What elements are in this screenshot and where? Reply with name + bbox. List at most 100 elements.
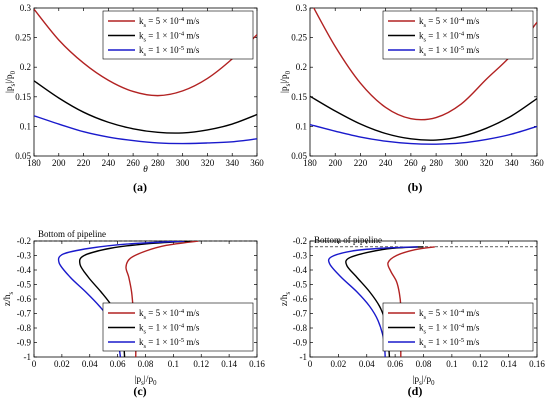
x-tick-label: 260 xyxy=(404,158,418,168)
x-tick-label: 0.14 xyxy=(221,359,237,369)
series-line-3 xyxy=(327,246,418,357)
x-tick-label: 180 xyxy=(27,158,41,168)
x-axis-label: θ xyxy=(421,165,426,175)
y-tick-label: -0.7 xyxy=(17,309,32,319)
plot-frame xyxy=(33,7,258,157)
x-tick-label: 320 xyxy=(201,158,215,168)
x-tick-label: 360 xyxy=(250,158,264,168)
x-tick-label: 0.16 xyxy=(529,359,545,369)
x-tick-label: 280 xyxy=(429,158,443,168)
x-tick-label: 300 xyxy=(176,158,190,168)
panel-a: 180 200 220 240 260 280 300 320 340 360 0.05 0.1 0.1… xyxy=(5,3,264,194)
x-tick-label: 0.06 xyxy=(110,359,126,369)
y-tick-label: -0.5 xyxy=(293,280,308,290)
y-tick-label: -0.5 xyxy=(17,280,32,290)
x-tick-label: 340 xyxy=(505,158,519,168)
legend-entry-1: ks = 5 × 10-4 m/s xyxy=(139,16,200,29)
y-tick-label: 0.1 xyxy=(20,121,31,131)
legend-entry-2: ks = 1 × 10-4 m/s xyxy=(419,323,480,336)
x-tick-label: 220 xyxy=(354,158,368,168)
series-line-3 xyxy=(34,115,257,145)
x-tick-label: 180 xyxy=(303,158,317,168)
panel-label: (c) xyxy=(133,384,146,398)
x-tick-label: 0 xyxy=(308,359,313,369)
y-tick-label: -1 xyxy=(24,352,32,362)
x-tick-label: 340 xyxy=(225,158,239,168)
x-tick-label: 220 xyxy=(77,158,91,168)
y-tick-label: -0.4 xyxy=(17,265,32,275)
series-line-1 xyxy=(313,8,537,121)
legend-box xyxy=(102,302,254,352)
y-tick-label: -0.3 xyxy=(293,251,308,261)
x-axis-label: |ps|/p0 xyxy=(412,375,435,387)
y-tick-label: -0.9 xyxy=(17,338,32,348)
legend: ks = 5 × 10-4 m/s ks = 1 × 10-4 m/sks = 1… xyxy=(382,302,534,352)
x-tick-label: 240 xyxy=(102,158,116,168)
legend: ks = 5 × 10-4 m/s ks = 1 × 10-4 m/sks = 1… xyxy=(102,302,254,352)
panel-label: (b) xyxy=(408,180,423,194)
x-tick-label: 200 xyxy=(52,158,66,168)
x-tick-label: 0.16 xyxy=(249,359,265,369)
x-tick-label: 0.12 xyxy=(193,359,209,369)
y-tick-label: 0.3 xyxy=(296,3,308,13)
panel-d: 0 0.02 0.04 0.06 0.08 0.1 0.12 0.14 0.16 -1 -0.9 -0… xyxy=(280,235,545,398)
y-axis-label: z/hs xyxy=(3,292,15,307)
legend-entry-1: ks = 5 × 10-4 m/s xyxy=(419,16,480,29)
x-tick-label: 0.06 xyxy=(387,359,403,369)
x-tick-label: 360 xyxy=(530,158,544,168)
y-tick-label: -0.2 xyxy=(17,236,31,246)
y-tick-label: 0.05 xyxy=(291,151,307,161)
x-tick-label: 0.1 xyxy=(168,359,179,369)
y-tick-label: -1 xyxy=(300,352,308,362)
x-tick-label: 0.02 xyxy=(54,359,70,369)
x-tick-label: 240 xyxy=(379,158,393,168)
legend-entry-2: ks = 1 × 10-4 m/s xyxy=(139,31,200,44)
y-tick-label: -0.8 xyxy=(17,323,32,333)
y-tick-label: -0.3 xyxy=(17,251,32,261)
panel-label: (a) xyxy=(133,180,147,194)
y-tick-label: 0.05 xyxy=(15,151,31,161)
y-tick-label: -0.6 xyxy=(293,294,308,304)
legend: ks = 5 × 10-4 m/s ks = 1 × 10-4 m/sks = 1… xyxy=(382,10,534,60)
x-tick-label: 280 xyxy=(151,158,165,168)
y-tick-label: 0.25 xyxy=(15,33,31,43)
x-tick-label: 0.02 xyxy=(331,359,347,369)
legend-entry-2: ks = 1 × 10-4 m/s xyxy=(139,323,200,336)
legend-entry-3: ks = 1 × 10-5 m/s xyxy=(139,45,200,58)
y-axis-label: z/hs xyxy=(280,292,292,307)
pipeline-bottom-label: Bottom of pipeline xyxy=(38,229,106,239)
x-tick-label: 0.04 xyxy=(82,359,98,369)
y-axis-label: |ps|/p0 xyxy=(5,70,17,93)
x-tick-label: 300 xyxy=(455,158,469,168)
x-tick-label: 0.14 xyxy=(501,359,517,369)
y-tick-label: 0.2 xyxy=(296,62,307,72)
legend-entry-3: ks = 1 × 10-5 m/s xyxy=(419,337,480,350)
x-tick-label: 0.12 xyxy=(472,359,488,369)
x-tick-label: 0.04 xyxy=(359,359,375,369)
y-tick-label: 0.15 xyxy=(291,92,307,102)
x-tick-label: 0.1 xyxy=(446,359,457,369)
x-axis-label: |ps|/p0 xyxy=(134,375,157,387)
legend: ks = 5 × 10-4 m/s ks = 1 × 10-4 m/sks = 1… xyxy=(102,10,254,60)
legend-entry-1: ks = 5 × 10-4 m/s xyxy=(419,308,480,321)
legend-box xyxy=(102,10,254,60)
x-tick-label: 260 xyxy=(126,158,140,168)
series-line-1 xyxy=(34,8,257,97)
series-line-2 xyxy=(34,80,257,134)
series-line-2 xyxy=(310,95,537,141)
y-tick-label: -0.9 xyxy=(293,338,308,348)
legend-entry-2: ks = 1 × 10-4 m/s xyxy=(419,31,480,44)
y-tick-label: -0.2 xyxy=(293,236,307,246)
y-tick-label: -0.8 xyxy=(293,323,308,333)
series-line-3 xyxy=(310,123,537,145)
y-tick-label: 0.2 xyxy=(20,62,31,72)
legend-entry-3: ks = 1 × 10-5 m/s xyxy=(419,45,480,58)
legend-entry-3: ks = 1 × 10-5 m/s xyxy=(139,337,200,350)
panel-label: (d) xyxy=(408,384,423,398)
plot-frame xyxy=(309,7,538,157)
panel-c: 0 0.02 0.04 0.06 0.08 0.1 0.12 0.14 0.16 -1 -0.9 -0… xyxy=(3,229,265,398)
legend-entry-1: ks = 5 × 10-4 m/s xyxy=(139,308,200,321)
x-tick-label: 200 xyxy=(328,158,342,168)
y-tick-label: -0.4 xyxy=(293,265,308,275)
